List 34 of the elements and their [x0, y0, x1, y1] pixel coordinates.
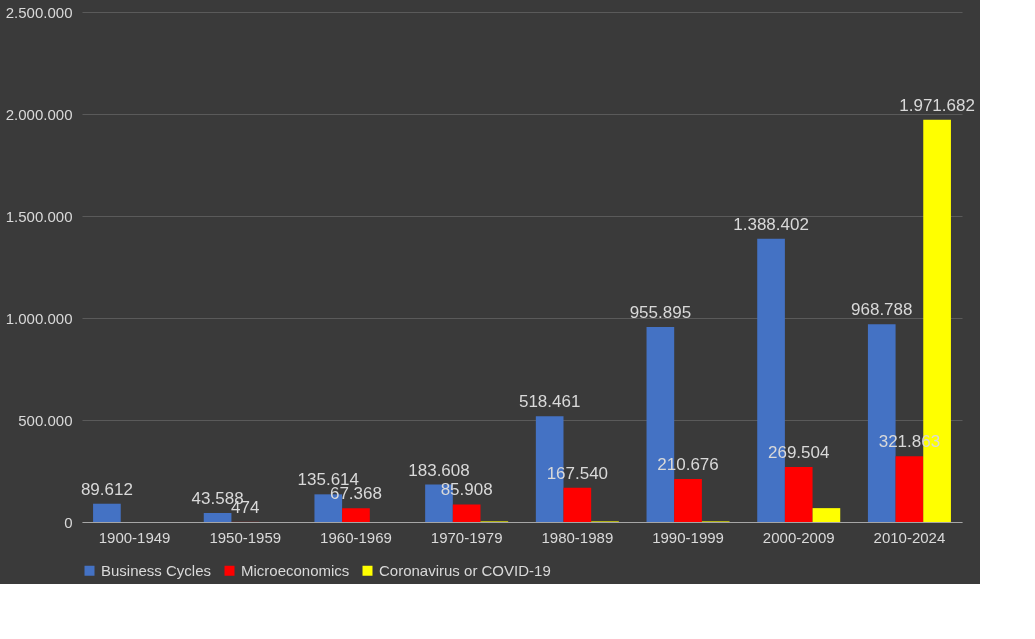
x-tick-label: 1980-1989 — [541, 528, 614, 546]
data-label: 968.788 — [851, 300, 913, 320]
x-tick-label: 2000-2009 — [762, 528, 835, 546]
x-tick-label: 1970-1979 — [430, 528, 503, 546]
y-tick-label: 500.000 — [18, 411, 73, 429]
data-label: 518.461 — [518, 392, 581, 412]
bar — [203, 513, 232, 522]
x-tick-label: 2010-2024 — [873, 528, 946, 546]
bar — [342, 508, 370, 522]
bar — [93, 503, 121, 522]
y-tick-label: 1.500.000 — [5, 207, 73, 225]
x-tick-label: 1960-1969 — [320, 528, 392, 546]
bar — [674, 479, 702, 522]
data-label: 955.895 — [629, 303, 692, 322]
y-tick-label: 0 — [64, 513, 73, 531]
legend-label: Microeconomics — [241, 561, 350, 579]
data-label: 1.388.402 — [733, 214, 809, 234]
bar — [895, 456, 924, 522]
x-tick-label: 1950-1959 — [209, 528, 282, 546]
legend-label: Coronavirus or COVID-19 — [379, 561, 551, 579]
data-label: 89.612 — [80, 479, 133, 499]
data-label: 183.608 — [408, 460, 470, 480]
y-tick-label: 2.500.000 — [5, 3, 73, 21]
x-tick-label: 1900-1949 — [98, 528, 171, 546]
y-tick-label: 2.000.000 — [5, 105, 73, 123]
data-label: 321.863 — [878, 432, 941, 452]
bar — [812, 508, 841, 522]
bar — [452, 504, 481, 522]
bar — [784, 467, 813, 522]
data-label: 1.971.682 — [899, 95, 975, 115]
x-tick-label: 1990-1999 — [652, 528, 724, 546]
bar — [563, 487, 592, 522]
y-tick-label: 1.000.000 — [5, 309, 73, 327]
legend-label: Business Cycles — [101, 561, 212, 579]
